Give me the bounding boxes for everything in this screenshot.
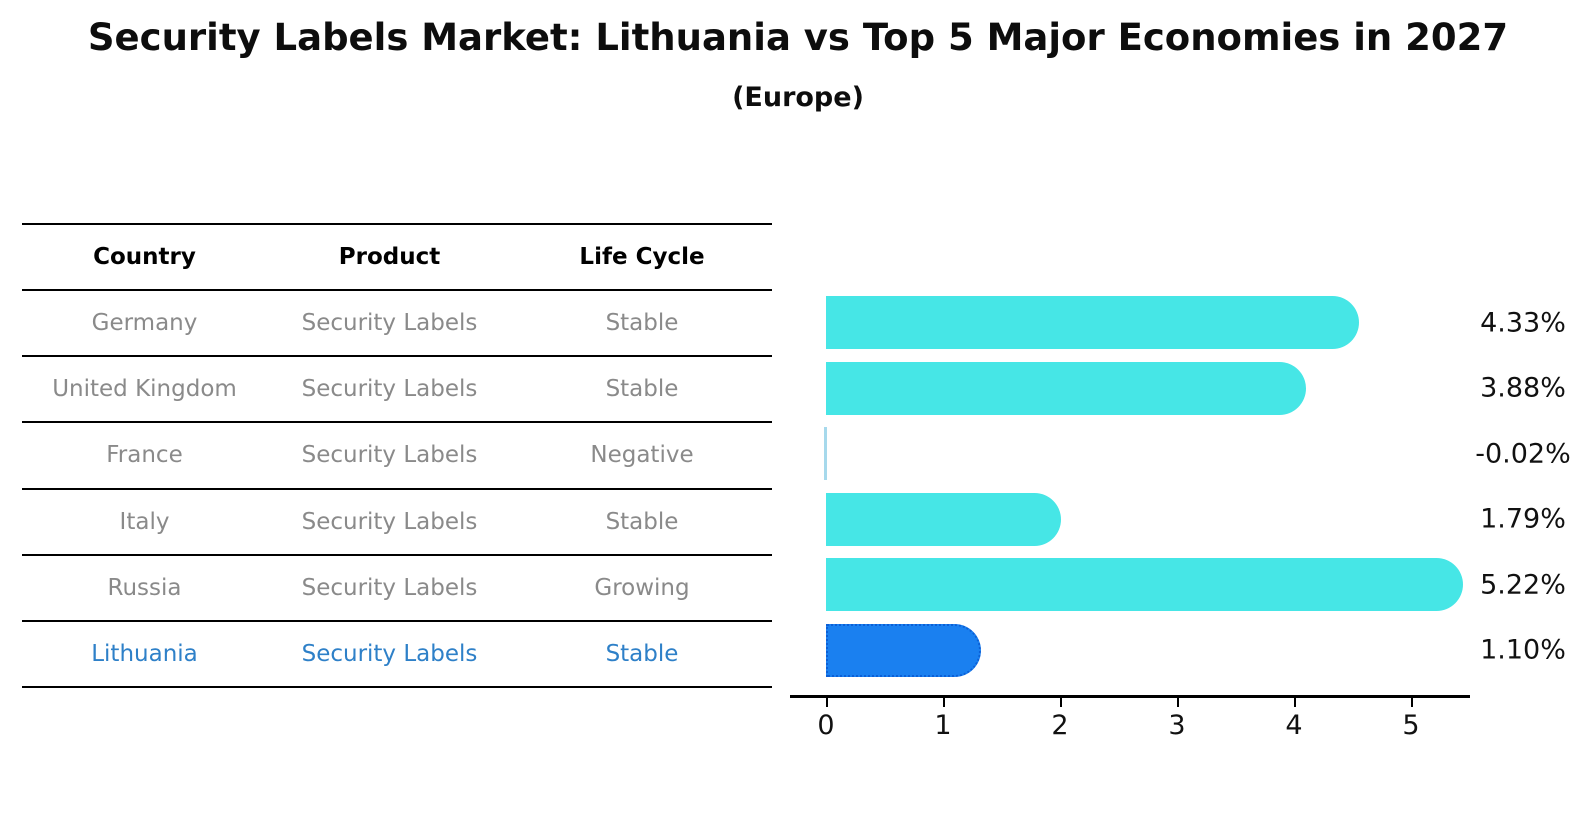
value-label-united-kingdom: 3.88% [1480,372,1566,404]
cell-life-cycle: Growing [594,574,690,601]
x-axis-tick-label: 3 [1168,710,1186,741]
x-axis-tick-label: 5 [1402,710,1420,741]
x-axis-tick [1177,698,1179,707]
column-header-country: Country [93,244,196,271]
chart-title: Security Labels Market: Lithuania vs Top… [87,16,1509,59]
table-row-france: France Security Labels Negative [22,423,772,490]
cell-life-cycle: Stable [605,376,679,403]
x-axis-tick-label: 1 [934,710,952,741]
table-row-united-kingdom: United Kingdom Security Labels Stable [22,357,772,424]
cell-life-cycle: Stable [605,640,679,667]
cell-country: Lithuania [91,640,198,667]
x-axis-tick [1294,698,1296,707]
value-label-germany: 4.33% [1480,307,1566,338]
value-label-france: -0.02% [1475,438,1571,469]
cell-country: Russia [107,574,182,601]
cell-product: Security Labels [301,640,478,667]
table-row-germany: Germany Security Labels Stable [22,291,772,358]
cell-product: Security Labels [301,310,478,337]
cell-country: Italy [119,508,170,535]
bar-united-kingdom [826,361,1306,415]
cell-country: Germany [91,310,198,337]
x-axis-tick [943,698,945,707]
table-header-row: Country Product Life Cycle [22,225,772,292]
x-axis-tick [1411,698,1413,707]
value-label-lithuania: 1.10% [1480,634,1566,666]
cell-country: France [106,442,183,469]
x-axis-tick-label: 0 [817,710,835,741]
cell-product: Security Labels [301,442,478,469]
cell-life-cycle: Stable [605,310,679,337]
value-label-russia: 5.22% [1480,569,1566,600]
chart-subtitle: (Europe) [732,82,864,113]
bar-lithuania [826,623,981,677]
x-axis-tick-label: 2 [1051,710,1069,741]
x-axis-line [790,695,1470,698]
bar-germany [826,296,1359,349]
x-axis-tick [826,698,828,707]
table-row-russia: Russia Security Labels Growing [22,556,772,622]
bar-russia [826,558,1463,611]
value-label-italy: 1.79% [1480,503,1566,535]
column-header-life-cycle: Life Cycle [579,244,705,271]
cell-country: United Kingdom [52,376,237,403]
cell-product: Security Labels [301,508,478,535]
cell-life-cycle: Stable [605,508,679,535]
cell-life-cycle: Negative [590,442,694,469]
cell-product: Security Labels [301,574,478,601]
cell-product: Security Labels [301,376,478,403]
country-table: Country Product Life Cycle Germany Secur… [22,223,772,688]
column-header-product: Product [338,244,441,271]
table-row-italy: Italy Security Labels Stable [22,490,772,556]
x-axis-tick-label: 4 [1285,710,1303,741]
bar-france [824,427,827,480]
x-axis-tick [1060,698,1062,707]
table-row-lithuania: Lithuania Security Labels Stable [22,622,772,688]
bar-italy [826,492,1062,546]
